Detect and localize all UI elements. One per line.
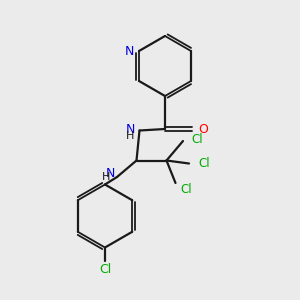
- Text: Cl: Cl: [99, 262, 111, 276]
- Text: H: H: [102, 172, 111, 182]
- Text: H: H: [126, 131, 134, 141]
- Text: N: N: [125, 44, 134, 58]
- Text: Cl: Cl: [198, 157, 210, 170]
- Text: N: N: [126, 122, 136, 136]
- Text: O: O: [199, 122, 208, 136]
- Text: Cl: Cl: [191, 133, 203, 146]
- Text: N: N: [106, 167, 116, 180]
- Text: Cl: Cl: [180, 182, 192, 196]
